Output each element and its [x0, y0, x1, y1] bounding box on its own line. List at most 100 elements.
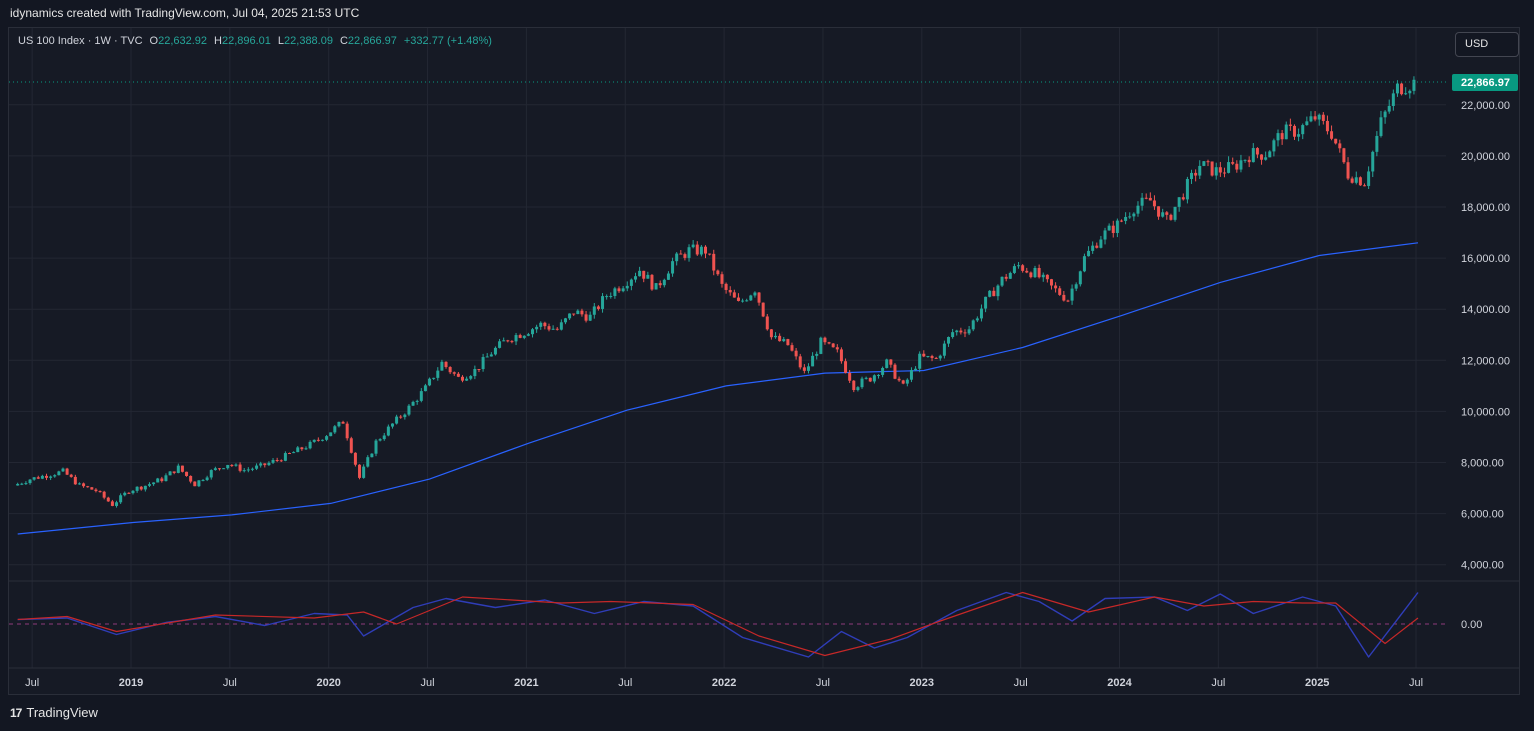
candle-body — [909, 370, 913, 380]
candle-body — [205, 477, 209, 481]
candle-body — [1231, 162, 1235, 164]
candle-body — [1325, 120, 1329, 132]
time-tick-label: 2021 — [514, 677, 538, 689]
chart-frame[interactable] — [8, 27, 1520, 695]
candle-body — [671, 261, 675, 274]
candle-body — [790, 345, 794, 351]
candle-body — [168, 471, 172, 476]
chart-attribution: idynamics created with TradingView.com, … — [10, 6, 360, 20]
candle-body — [506, 340, 510, 342]
candle-body — [288, 453, 292, 455]
candle-body — [860, 378, 864, 388]
time-tick-label: 2019 — [119, 677, 143, 689]
candle-body — [1157, 206, 1161, 217]
candle-body — [539, 322, 543, 327]
time-tick-label: 2022 — [712, 677, 736, 689]
candle-body — [728, 289, 732, 293]
candle-body — [547, 326, 551, 330]
candle-body — [110, 501, 114, 506]
candle-body — [246, 469, 250, 471]
candle-body — [596, 306, 600, 309]
candle-body — [1082, 256, 1086, 272]
change-value: +332.77 (+1.48%) — [403, 35, 492, 47]
candle-body — [456, 373, 460, 377]
candle-body — [942, 343, 946, 356]
candle-body — [1239, 160, 1243, 170]
currency-button[interactable]: USD — [1455, 32, 1519, 57]
candle-body — [436, 370, 440, 378]
candle-body — [930, 356, 934, 358]
candle-body — [712, 253, 716, 271]
candle-body — [901, 380, 905, 384]
time-tick-label: 2020 — [316, 677, 340, 689]
time-tick-label: Jul — [816, 677, 830, 689]
candle-body — [856, 387, 860, 391]
candle-body — [312, 439, 316, 442]
candle-body — [1260, 154, 1264, 160]
candle-body — [646, 274, 650, 279]
candle-body — [1054, 285, 1058, 289]
price-tick-label: 18,000.00 — [1461, 202, 1510, 214]
candle-body — [337, 421, 341, 427]
price-tick-label: 14,000.00 — [1461, 304, 1510, 316]
candle-body — [782, 339, 786, 342]
candle-body — [1387, 105, 1391, 112]
candle-body — [40, 475, 44, 479]
candle-body — [349, 438, 353, 453]
candle-body — [872, 375, 876, 382]
candle-body — [1041, 274, 1045, 278]
candle-body — [988, 290, 992, 297]
candle-body — [1305, 121, 1309, 126]
candle-body — [300, 447, 304, 450]
candle-body — [1124, 216, 1128, 221]
candle-body — [217, 468, 221, 470]
price-tick-label: 16,000.00 — [1461, 253, 1510, 265]
candle-body — [423, 385, 427, 392]
candle-body — [1400, 83, 1404, 95]
price-axis: 22,000.00 20,000.00 18,000.00 16,000.00 14,0… — [1452, 74, 1518, 631]
candle-body — [329, 432, 333, 437]
candle-body — [275, 459, 279, 461]
candle-body — [1235, 163, 1239, 170]
last-price-label: 22,866.97 — [1461, 77, 1510, 89]
candle-body — [724, 283, 728, 290]
candle-body — [1412, 79, 1416, 91]
candle-body — [897, 378, 901, 381]
candle-body — [1317, 114, 1321, 120]
candle-body — [679, 253, 683, 255]
candle-body — [106, 497, 110, 502]
candle-body — [951, 332, 955, 338]
oscillator-zero-label: 0.00 — [1461, 619, 1482, 631]
candle-body — [609, 295, 613, 297]
candle-body — [650, 274, 654, 290]
candle-body — [695, 244, 699, 255]
low-value: 22,388.09 — [284, 35, 333, 47]
candle-body — [147, 484, 151, 486]
candle-body — [152, 482, 156, 485]
candle-body — [922, 353, 926, 357]
candle-body — [263, 463, 267, 466]
candle-body — [798, 356, 802, 368]
candle-body — [481, 357, 485, 370]
candle-body — [1280, 133, 1284, 140]
candle-body — [489, 354, 493, 357]
time-tick-label: 2025 — [1305, 677, 1329, 689]
high-value: 22,896.01 — [221, 35, 271, 47]
candle-body — [473, 369, 477, 377]
candle-body — [440, 361, 444, 371]
time-tick-label: Jul — [25, 677, 39, 689]
candle-body — [1012, 266, 1016, 273]
candle-body — [749, 295, 753, 301]
candle-body — [1087, 250, 1091, 257]
candle-body — [514, 335, 518, 342]
candle-body — [36, 477, 40, 479]
tradingview-logo[interactable]: 17 TradingView — [10, 705, 98, 720]
time-tick-label: Jul — [1014, 677, 1028, 689]
candle-body — [1033, 267, 1037, 278]
candle-body — [510, 341, 514, 343]
candle-body — [601, 296, 605, 309]
candle-body — [82, 483, 86, 487]
candle-body — [1103, 230, 1107, 240]
candle-body — [1120, 220, 1123, 222]
